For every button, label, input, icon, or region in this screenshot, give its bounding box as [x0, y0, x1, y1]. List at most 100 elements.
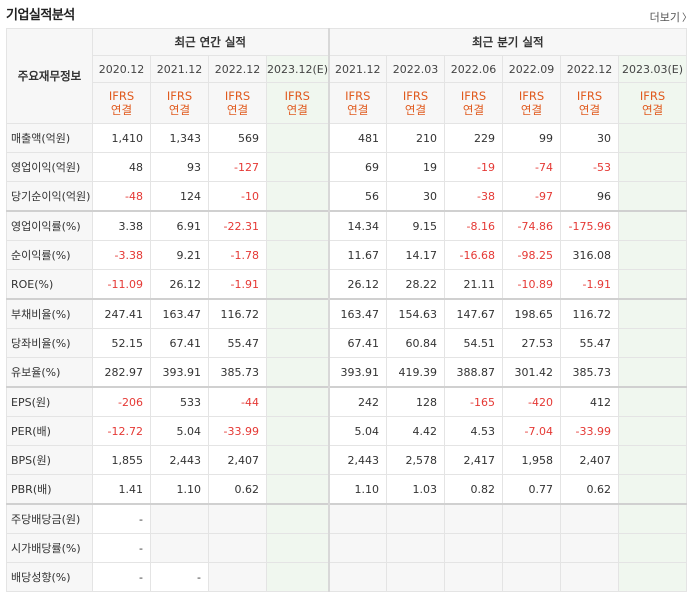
quarter-value-cell [617, 152, 688, 182]
row-label: PBR(배) [6, 474, 93, 505]
basis-standard: IFRS [224, 89, 251, 103]
basis-label: IFRS 연결 [266, 82, 329, 124]
quarter-value-cell: 56 [327, 181, 387, 212]
annual-value-cell: 385.73 [208, 357, 267, 388]
basis-scope: 연결 [462, 103, 485, 117]
annual-value-cell [208, 562, 267, 592]
table-row: 유보율(%) 282.97 393.91 385.73 393.91 419.39 388.… [6, 357, 688, 388]
annual-value-cell: - [150, 562, 209, 592]
annual-value-cell [266, 240, 329, 270]
annual-value-cell: -33.99 [208, 416, 267, 446]
basis-scope: 연결 [168, 103, 191, 117]
quarter-value-cell: 198.65 [502, 298, 561, 329]
basis-label: IFRS 연결 [150, 82, 209, 124]
quarter-value-cell: 301.42 [502, 357, 561, 388]
quarter-value-cell: -98.25 [502, 240, 561, 270]
annual-value-cell [266, 386, 329, 417]
quarter-value-cell: 54.51 [444, 328, 503, 358]
annual-value-cell: -12.72 [92, 416, 151, 446]
quarter-value-cell: 412 [560, 386, 619, 417]
annual-value-cell: 282.97 [92, 357, 151, 388]
quarter-value-cell [502, 533, 561, 563]
annual-value-cell: -127 [208, 152, 267, 182]
quarter-value-cell: -165 [444, 386, 503, 417]
basis-standard: IFRS [166, 89, 193, 103]
quarter-value-cell: 26.12 [327, 269, 387, 300]
basis-standard: IFRS [639, 89, 666, 103]
financial-table: 주요재무정보 최근 연간 실적 최근 분기 실적 2020.12 2021.12 2… [6, 28, 688, 592]
row-label: 유보율(%) [6, 357, 93, 388]
annual-value-cell [266, 503, 329, 534]
quarter-value-cell: -33.99 [560, 416, 619, 446]
annual-value-cell [266, 562, 329, 592]
quarter-value-cell: 2,407 [560, 445, 619, 475]
basis-label: IFRS 연결 [444, 82, 503, 124]
basis-scope: 연결 [520, 103, 543, 117]
quarter-value-cell: 128 [386, 386, 445, 417]
annual-value-cell: 5.04 [150, 416, 209, 446]
annual-value-cell [266, 328, 329, 358]
annual-value-cell: 93 [150, 152, 209, 182]
basis-scope: 연결 [110, 103, 133, 117]
basis-label: IFRS 연결 [208, 82, 267, 124]
quarter-value-cell [386, 503, 445, 534]
more-link[interactable]: 더보기 〉 [650, 9, 692, 25]
row-label: 부채비율(%) [6, 298, 93, 329]
table-row: ROE(%) -11.09 26.12 -1.91 26.12 28.22 21.11 -10… [6, 269, 688, 300]
quarter-value-cell: -74.86 [502, 210, 561, 241]
annual-value-cell: 48 [92, 152, 151, 182]
quarter-value-cell [327, 562, 387, 592]
annual-value-cell: 9.21 [150, 240, 209, 270]
annual-value-cell: 6.91 [150, 210, 209, 241]
quarter-value-cell [560, 533, 619, 563]
quarter-value-cell: 2,417 [444, 445, 503, 475]
quarter-value-cell [560, 503, 619, 534]
annual-value-cell: 26.12 [150, 269, 209, 300]
annual-value-cell [150, 533, 209, 563]
quarter-value-cell: 388.87 [444, 357, 503, 388]
annual-value-cell: -3.38 [92, 240, 151, 270]
quarter-value-cell: 393.91 [327, 357, 387, 388]
basis-scope: 연결 [404, 103, 427, 117]
quarter-value-cell [617, 181, 688, 212]
quarter-value-cell: 1.03 [386, 474, 445, 505]
quarter-value-cell [617, 416, 688, 446]
quarter-period-header: 2023.03(E) [617, 55, 688, 83]
annual-value-cell: 1,855 [92, 445, 151, 475]
annual-period-header: 2020.12 [92, 55, 151, 83]
quarter-value-cell [617, 210, 688, 241]
table-row: BPS(원) 1,855 2,443 2,407 2,443 2,578 2,417 1,95… [6, 445, 688, 475]
annual-value-cell: 55.47 [208, 328, 267, 358]
row-label: 순이익률(%) [6, 240, 93, 270]
basis-scope: 연결 [347, 103, 369, 117]
section-title: 기업실적분석 [6, 8, 75, 23]
table-row: 시가배당률(%) - [6, 533, 688, 563]
annual-value-cell [266, 210, 329, 241]
table-row: PER(배) -12.72 5.04 -33.99 5.04 4.42 4.53 -7.04-… [6, 416, 688, 446]
annual-value-cell: - [92, 503, 151, 534]
quarter-value-cell [617, 357, 688, 388]
basis-standard: IFRS [108, 89, 135, 103]
annual-value-cell: 2,443 [150, 445, 209, 475]
quarter-value-cell: 0.77 [502, 474, 561, 505]
table-row: 순이익률(%) -3.38 9.21 -1.78 11.67 14.17 -16.68 -98… [6, 240, 688, 270]
annual-value-cell: -44 [208, 386, 267, 417]
basis-label: IFRS 연결 [92, 82, 151, 124]
quarter-value-cell: 69 [327, 152, 387, 182]
quarter-value-cell: -8.16 [444, 210, 503, 241]
quarter-value-cell: 481 [327, 123, 387, 153]
quarter-value-cell: 0.62 [560, 474, 619, 505]
quarter-value-cell [444, 562, 503, 592]
annual-value-cell: -1.78 [208, 240, 267, 270]
quarter-value-cell [617, 123, 688, 153]
quarter-value-cell: 4.42 [386, 416, 445, 446]
quarter-value-cell: 30 [386, 181, 445, 212]
table-row: 부채비율(%) 247.41 163.47 116.72 163.47 154.63 147… [6, 298, 688, 329]
quarter-value-cell [502, 503, 561, 534]
basis-label: IFRS 연결 [386, 82, 445, 124]
quarter-value-cell [617, 328, 688, 358]
annual-group-header: 최근 연간 실적 [92, 28, 329, 56]
table-row: 매출액(억원) 1,410 1,343 569 481 210 229 99 30 [6, 123, 688, 153]
quarter-value-cell: 9.15 [386, 210, 445, 241]
row-label: 주당배당금(원) [6, 503, 93, 534]
